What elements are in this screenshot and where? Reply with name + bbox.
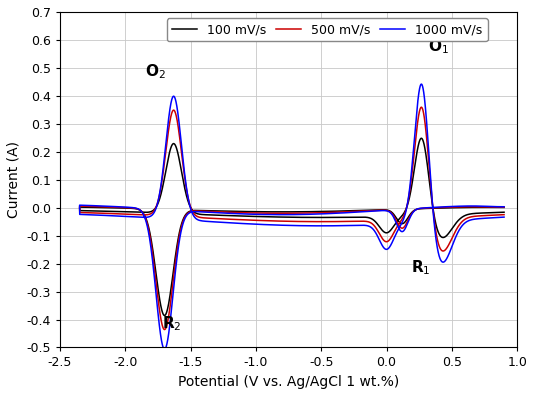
Legend: 100 mV/s, 500 mV/s, 1000 mV/s: 100 mV/s, 500 mV/s, 1000 mV/s <box>167 18 488 41</box>
Line: 100 mV/s: 100 mV/s <box>80 138 504 316</box>
Line: 500 mV/s: 500 mV/s <box>80 107 504 329</box>
500 mV/s <box>501 212 507 217</box>
500 mV/s <box>161 327 168 332</box>
100 mV/s <box>281 215 288 219</box>
100 mV/s <box>191 210 198 215</box>
500 mV/s <box>191 212 198 217</box>
500 mV/s <box>281 219 288 224</box>
Y-axis label: Current (A): Current (A) <box>7 141 21 218</box>
Text: O$_2$: O$_2$ <box>145 62 166 81</box>
1000 mV/s <box>154 201 161 206</box>
X-axis label: Potential (V vs. Ag/AgCl 1 wt.%): Potential (V vs. Ag/AgCl 1 wt.%) <box>178 375 399 389</box>
100 mV/s <box>418 136 425 141</box>
1000 mV/s <box>418 82 425 86</box>
500 mV/s <box>501 205 507 209</box>
100 mV/s <box>501 210 507 215</box>
500 mV/s <box>418 105 425 110</box>
Text: R$_2$: R$_2$ <box>162 314 182 333</box>
1000 mV/s <box>191 215 198 219</box>
1000 mV/s <box>161 347 168 352</box>
Line: 1000 mV/s: 1000 mV/s <box>80 84 504 349</box>
Text: O$_1$: O$_1$ <box>428 37 449 56</box>
500 mV/s <box>193 209 200 213</box>
1000 mV/s <box>193 209 200 214</box>
100 mV/s <box>154 202 161 207</box>
500 mV/s <box>458 204 465 209</box>
1000 mV/s <box>281 223 288 228</box>
500 mV/s <box>154 200 161 205</box>
100 mV/s <box>458 205 465 210</box>
100 mV/s <box>501 205 507 210</box>
1000 mV/s <box>501 204 507 209</box>
100 mV/s <box>193 208 200 213</box>
1000 mV/s <box>327 223 333 228</box>
500 mV/s <box>327 219 333 224</box>
1000 mV/s <box>501 215 507 219</box>
100 mV/s <box>327 215 333 220</box>
Text: R$_1$: R$_1$ <box>411 258 431 277</box>
1000 mV/s <box>458 204 465 209</box>
100 mV/s <box>161 313 168 318</box>
